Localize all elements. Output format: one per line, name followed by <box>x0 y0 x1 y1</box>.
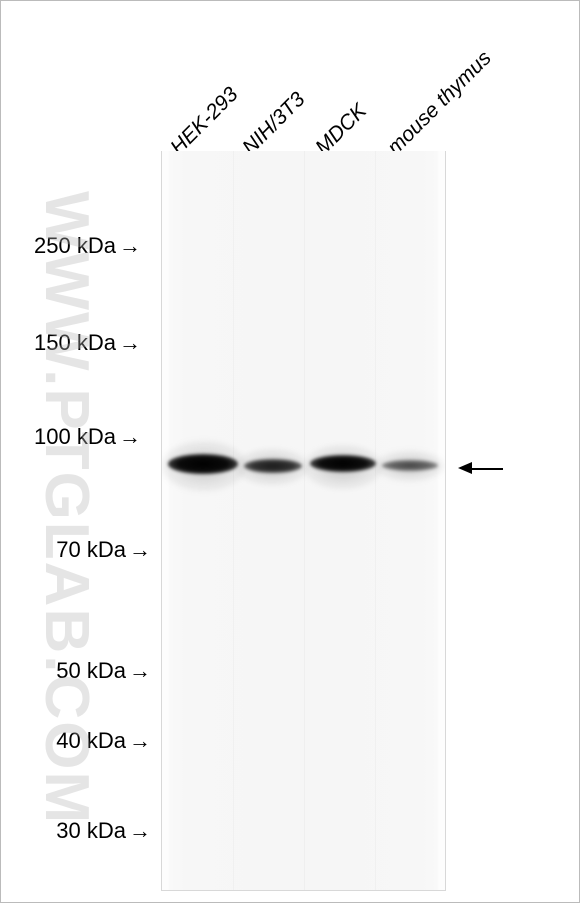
arrow-icon: → <box>129 728 151 754</box>
arrow-icon: → <box>119 424 141 450</box>
marker-text: 30 kDa <box>56 818 126 843</box>
marker-text: 100 kDa <box>34 424 116 449</box>
lane-divider <box>375 151 376 890</box>
protein-band <box>382 460 438 471</box>
marker-label: 100 kDa→ <box>11 424 141 450</box>
lane-label: mouse thymus <box>383 46 497 160</box>
lane-divider <box>233 151 234 890</box>
lane-divider <box>304 151 305 890</box>
marker-label: 30 kDa→ <box>21 818 151 844</box>
marker-label: 250 kDa→ <box>11 233 141 259</box>
marker-label: 40 kDa→ <box>21 728 151 754</box>
arrow-icon: → <box>129 537 151 563</box>
arrow-icon: → <box>119 330 141 356</box>
arrow-icon: → <box>129 818 151 844</box>
marker-label: 150 kDa→ <box>11 330 141 356</box>
blot-figure: HEK-293 NIH/3T3 MDCK mouse thymus 250 kD… <box>1 1 579 902</box>
arrow-icon: → <box>129 658 151 684</box>
lane-label: NIH/3T3 <box>238 88 310 160</box>
marker-text: 70 kDa <box>56 537 126 562</box>
blot-membrane <box>161 151 446 891</box>
marker-text: 250 kDa <box>34 233 116 258</box>
marker-text: 40 kDa <box>56 728 126 753</box>
protein-band <box>244 459 302 473</box>
protein-band <box>168 454 238 474</box>
target-arrow-head-icon <box>458 462 472 474</box>
arrow-icon: → <box>119 233 141 259</box>
marker-label: 50 kDa→ <box>21 658 151 684</box>
marker-text: 50 kDa <box>56 658 126 683</box>
marker-text: 150 kDa <box>34 330 116 355</box>
protein-band <box>310 455 376 472</box>
marker-label: 70 kDa→ <box>21 537 151 563</box>
target-arrow-line <box>471 468 503 470</box>
lane-label: HEK-293 <box>166 83 243 160</box>
